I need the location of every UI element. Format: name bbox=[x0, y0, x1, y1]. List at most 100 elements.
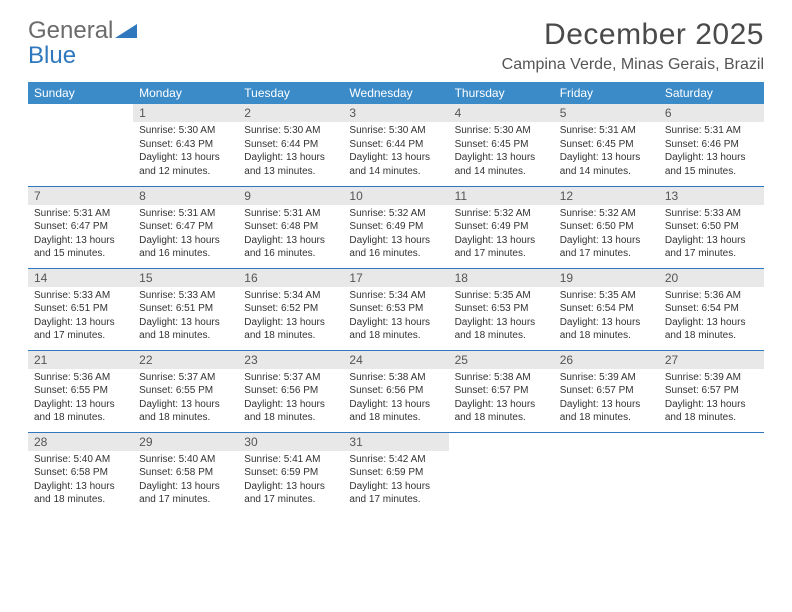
day-number: 1 bbox=[133, 104, 238, 122]
day-number: 11 bbox=[449, 187, 554, 205]
calendar-day-cell: .. bbox=[659, 432, 764, 514]
day-details: Sunrise: 5:41 AMSunset: 6:59 PMDaylight:… bbox=[238, 451, 343, 511]
day-number: 16 bbox=[238, 269, 343, 287]
day-details: Sunrise: 5:31 AMSunset: 6:46 PMDaylight:… bbox=[659, 122, 764, 182]
day-number: 15 bbox=[133, 269, 238, 287]
day-number: 22 bbox=[133, 351, 238, 369]
day-number: 10 bbox=[343, 187, 448, 205]
day-number: 5 bbox=[554, 104, 659, 122]
calendar-day-cell: 25Sunrise: 5:38 AMSunset: 6:57 PMDayligh… bbox=[449, 350, 554, 432]
day-details: Sunrise: 5:39 AMSunset: 6:57 PMDaylight:… bbox=[554, 369, 659, 429]
day-number: 7 bbox=[28, 187, 133, 205]
day-details: Sunrise: 5:33 AMSunset: 6:51 PMDaylight:… bbox=[133, 287, 238, 347]
calendar-day-cell: 29Sunrise: 5:40 AMSunset: 6:58 PMDayligh… bbox=[133, 432, 238, 514]
weekday-header: Tuesday bbox=[238, 82, 343, 104]
day-number: 4 bbox=[449, 104, 554, 122]
day-number: 18 bbox=[449, 269, 554, 287]
day-details: Sunrise: 5:31 AMSunset: 6:45 PMDaylight:… bbox=[554, 122, 659, 182]
day-details: Sunrise: 5:30 AMSunset: 6:44 PMDaylight:… bbox=[343, 122, 448, 182]
day-details: Sunrise: 5:30 AMSunset: 6:44 PMDaylight:… bbox=[238, 122, 343, 182]
month-title: December 2025 bbox=[502, 18, 764, 52]
calendar-day-cell: 21Sunrise: 5:36 AMSunset: 6:55 PMDayligh… bbox=[28, 350, 133, 432]
day-details: Sunrise: 5:36 AMSunset: 6:54 PMDaylight:… bbox=[659, 287, 764, 347]
calendar-day-cell: 15Sunrise: 5:33 AMSunset: 6:51 PMDayligh… bbox=[133, 268, 238, 350]
day-details: Sunrise: 5:42 AMSunset: 6:59 PMDaylight:… bbox=[343, 451, 448, 511]
day-details: Sunrise: 5:31 AMSunset: 6:47 PMDaylight:… bbox=[28, 205, 133, 265]
calendar-day-cell: .. bbox=[28, 104, 133, 186]
day-number: 14 bbox=[28, 269, 133, 287]
day-details: Sunrise: 5:32 AMSunset: 6:49 PMDaylight:… bbox=[343, 205, 448, 265]
day-details: Sunrise: 5:30 AMSunset: 6:45 PMDaylight:… bbox=[449, 122, 554, 182]
calendar-body: ..1Sunrise: 5:30 AMSunset: 6:43 PMDaylig… bbox=[28, 104, 764, 514]
weekday-header: Thursday bbox=[449, 82, 554, 104]
calendar-day-cell: 4Sunrise: 5:30 AMSunset: 6:45 PMDaylight… bbox=[449, 104, 554, 186]
day-number: 17 bbox=[343, 269, 448, 287]
day-details: Sunrise: 5:37 AMSunset: 6:56 PMDaylight:… bbox=[238, 369, 343, 429]
day-details: Sunrise: 5:32 AMSunset: 6:50 PMDaylight:… bbox=[554, 205, 659, 265]
day-number: 23 bbox=[238, 351, 343, 369]
day-details: Sunrise: 5:31 AMSunset: 6:48 PMDaylight:… bbox=[238, 205, 343, 265]
weekday-header: Sunday bbox=[28, 82, 133, 104]
day-number: 28 bbox=[28, 433, 133, 451]
day-number: 29 bbox=[133, 433, 238, 451]
calendar-day-cell: 10Sunrise: 5:32 AMSunset: 6:49 PMDayligh… bbox=[343, 186, 448, 268]
calendar-day-cell: 18Sunrise: 5:35 AMSunset: 6:53 PMDayligh… bbox=[449, 268, 554, 350]
day-number: 19 bbox=[554, 269, 659, 287]
day-number: 21 bbox=[28, 351, 133, 369]
calendar-day-cell: 9Sunrise: 5:31 AMSunset: 6:48 PMDaylight… bbox=[238, 186, 343, 268]
weekday-header: Friday bbox=[554, 82, 659, 104]
calendar-week-row: 28Sunrise: 5:40 AMSunset: 6:58 PMDayligh… bbox=[28, 432, 764, 514]
calendar-day-cell: 13Sunrise: 5:33 AMSunset: 6:50 PMDayligh… bbox=[659, 186, 764, 268]
calendar-day-cell: 20Sunrise: 5:36 AMSunset: 6:54 PMDayligh… bbox=[659, 268, 764, 350]
calendar-day-cell: 7Sunrise: 5:31 AMSunset: 6:47 PMDaylight… bbox=[28, 186, 133, 268]
calendar-day-cell: 23Sunrise: 5:37 AMSunset: 6:56 PMDayligh… bbox=[238, 350, 343, 432]
calendar-week-row: 7Sunrise: 5:31 AMSunset: 6:47 PMDaylight… bbox=[28, 186, 764, 268]
day-details: Sunrise: 5:35 AMSunset: 6:54 PMDaylight:… bbox=[554, 287, 659, 347]
calendar-day-cell: 31Sunrise: 5:42 AMSunset: 6:59 PMDayligh… bbox=[343, 432, 448, 514]
calendar-day-cell: 14Sunrise: 5:33 AMSunset: 6:51 PMDayligh… bbox=[28, 268, 133, 350]
calendar-day-cell: 11Sunrise: 5:32 AMSunset: 6:49 PMDayligh… bbox=[449, 186, 554, 268]
day-number: 30 bbox=[238, 433, 343, 451]
day-number: 3 bbox=[343, 104, 448, 122]
calendar-week-row: 14Sunrise: 5:33 AMSunset: 6:51 PMDayligh… bbox=[28, 268, 764, 350]
calendar-day-cell: 8Sunrise: 5:31 AMSunset: 6:47 PMDaylight… bbox=[133, 186, 238, 268]
day-details: Sunrise: 5:39 AMSunset: 6:57 PMDaylight:… bbox=[659, 369, 764, 429]
weekday-header: Saturday bbox=[659, 82, 764, 104]
day-number: 12 bbox=[554, 187, 659, 205]
calendar-day-cell: 26Sunrise: 5:39 AMSunset: 6:57 PMDayligh… bbox=[554, 350, 659, 432]
calendar-day-cell: 27Sunrise: 5:39 AMSunset: 6:57 PMDayligh… bbox=[659, 350, 764, 432]
logo-text-blue: Blue bbox=[28, 42, 76, 69]
header: GeneralBlue December 2025 Campina Verde,… bbox=[28, 18, 764, 74]
calendar-day-cell: 28Sunrise: 5:40 AMSunset: 6:58 PMDayligh… bbox=[28, 432, 133, 514]
day-details: Sunrise: 5:35 AMSunset: 6:53 PMDaylight:… bbox=[449, 287, 554, 347]
day-details: Sunrise: 5:40 AMSunset: 6:58 PMDaylight:… bbox=[28, 451, 133, 511]
day-details: Sunrise: 5:37 AMSunset: 6:55 PMDaylight:… bbox=[133, 369, 238, 429]
calendar-week-row: 21Sunrise: 5:36 AMSunset: 6:55 PMDayligh… bbox=[28, 350, 764, 432]
day-number: 26 bbox=[554, 351, 659, 369]
calendar-day-cell: 12Sunrise: 5:32 AMSunset: 6:50 PMDayligh… bbox=[554, 186, 659, 268]
calendar-week-row: ..1Sunrise: 5:30 AMSunset: 6:43 PMDaylig… bbox=[28, 104, 764, 186]
calendar-day-cell: 3Sunrise: 5:30 AMSunset: 6:44 PMDaylight… bbox=[343, 104, 448, 186]
calendar-table: SundayMondayTuesdayWednesdayThursdayFrid… bbox=[28, 82, 764, 514]
calendar-day-cell: 16Sunrise: 5:34 AMSunset: 6:52 PMDayligh… bbox=[238, 268, 343, 350]
day-details: Sunrise: 5:38 AMSunset: 6:56 PMDaylight:… bbox=[343, 369, 448, 429]
day-number: 13 bbox=[659, 187, 764, 205]
day-number: 25 bbox=[449, 351, 554, 369]
calendar-day-cell: 30Sunrise: 5:41 AMSunset: 6:59 PMDayligh… bbox=[238, 432, 343, 514]
day-details: Sunrise: 5:34 AMSunset: 6:52 PMDaylight:… bbox=[238, 287, 343, 347]
day-details: Sunrise: 5:40 AMSunset: 6:58 PMDaylight:… bbox=[133, 451, 238, 511]
calendar-day-cell: 24Sunrise: 5:38 AMSunset: 6:56 PMDayligh… bbox=[343, 350, 448, 432]
day-number: 6 bbox=[659, 104, 764, 122]
calendar-day-cell: .. bbox=[449, 432, 554, 514]
day-number: 20 bbox=[659, 269, 764, 287]
calendar-day-cell: 17Sunrise: 5:34 AMSunset: 6:53 PMDayligh… bbox=[343, 268, 448, 350]
day-details: Sunrise: 5:34 AMSunset: 6:53 PMDaylight:… bbox=[343, 287, 448, 347]
day-number: 9 bbox=[238, 187, 343, 205]
day-details: Sunrise: 5:38 AMSunset: 6:57 PMDaylight:… bbox=[449, 369, 554, 429]
day-number: 2 bbox=[238, 104, 343, 122]
calendar-day-cell: 19Sunrise: 5:35 AMSunset: 6:54 PMDayligh… bbox=[554, 268, 659, 350]
day-details: Sunrise: 5:30 AMSunset: 6:43 PMDaylight:… bbox=[133, 122, 238, 182]
weekday-header: Monday bbox=[133, 82, 238, 104]
weekday-header: Wednesday bbox=[343, 82, 448, 104]
calendar-day-cell: 6Sunrise: 5:31 AMSunset: 6:46 PMDaylight… bbox=[659, 104, 764, 186]
